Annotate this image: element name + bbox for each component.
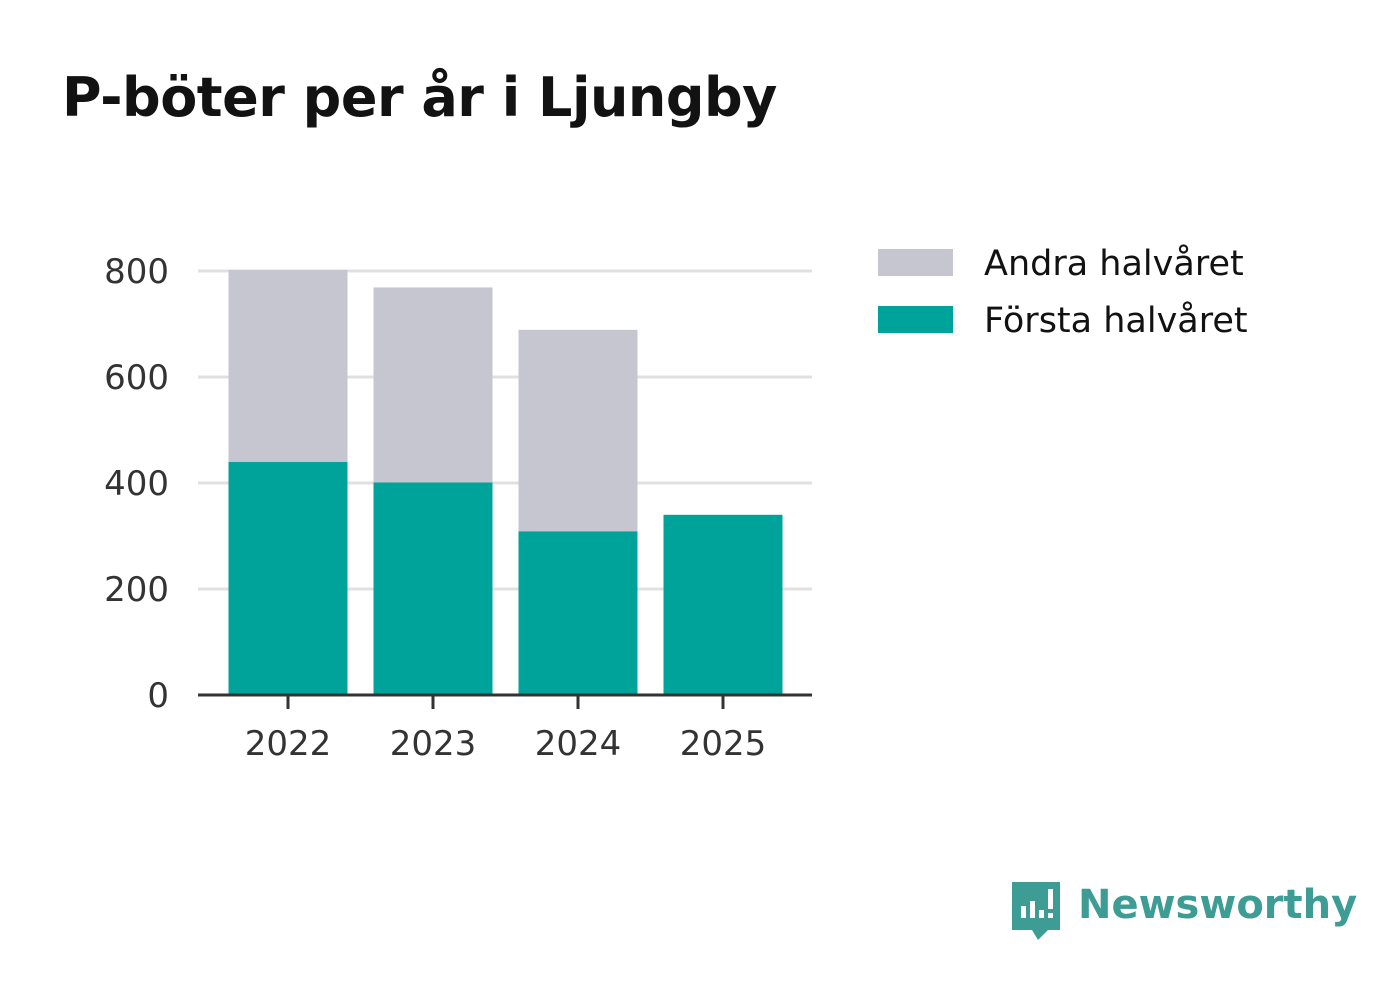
y-tick-label: 400 [104, 464, 169, 504]
x-axis: 2022 2023 2024 2025 [245, 695, 767, 764]
bar-2024-forsta [518, 531, 638, 695]
x-tick-label: 2025 [680, 724, 767, 764]
legend: Andra halvåret Första halvåret [878, 243, 1248, 341]
x-tick-label: 2022 [245, 724, 332, 764]
bar-2023-forsta [373, 482, 493, 695]
y-tick-label: 800 [104, 252, 169, 292]
legend-label: Första halvåret [984, 300, 1248, 341]
bars [228, 269, 783, 695]
bar-2022-forsta [228, 461, 348, 695]
x-tick-label: 2023 [390, 724, 477, 764]
x-tick-label: 2024 [535, 724, 622, 764]
y-axis: 0 200 400 600 800 [104, 252, 169, 716]
bar-2022-andra [228, 269, 348, 462]
y-tick-label: 0 [147, 676, 169, 716]
legend-swatch [878, 306, 953, 333]
bar-2024-andra [518, 329, 638, 532]
brand-logo: Newsworthy [1012, 882, 1357, 940]
y-tick-label: 600 [104, 358, 169, 398]
chart-title: P-böter per år i Ljungby [62, 66, 777, 129]
legend-swatch [878, 249, 953, 276]
bar-2025-forsta [663, 514, 783, 695]
legend-label: Andra halvåret [984, 243, 1244, 284]
brand-name: Newsworthy [1078, 882, 1357, 928]
bar-2023-andra [373, 287, 493, 483]
y-tick-label: 200 [104, 570, 169, 610]
newsworthy-logo-icon [1012, 882, 1060, 940]
